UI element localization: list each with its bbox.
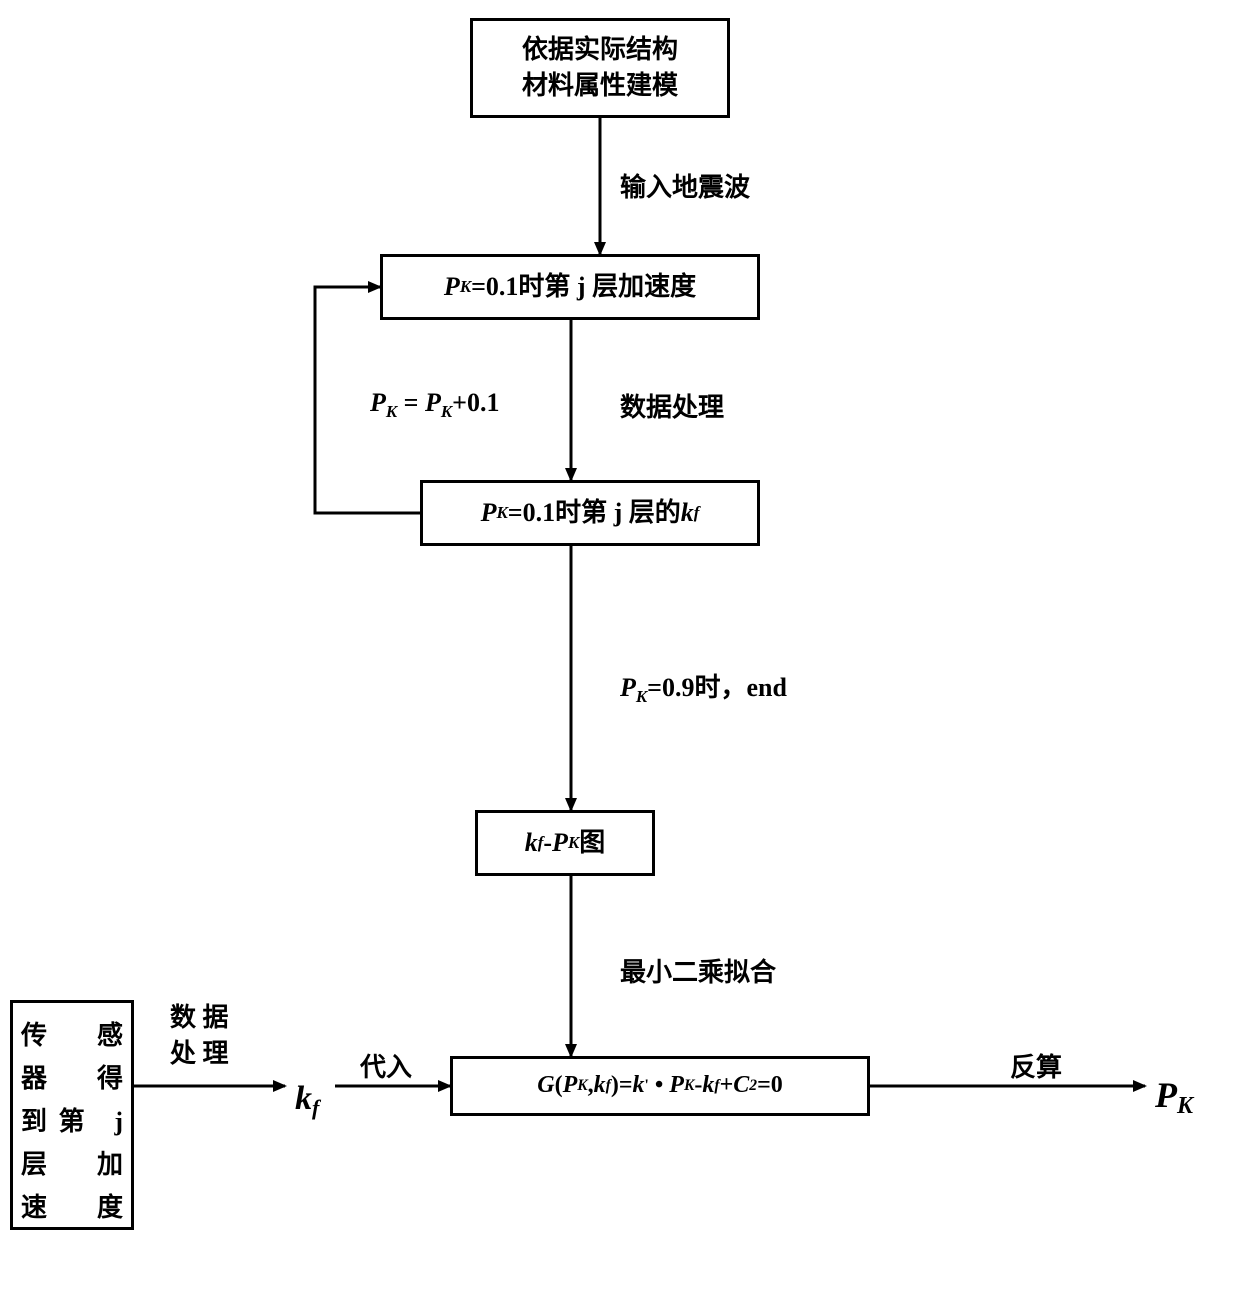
node-accel-layer-j: PK=0.1时第 j 层加速度 bbox=[380, 254, 760, 320]
label-data-proc-1: 数据处理 bbox=[620, 390, 724, 426]
node-kf-layer-j: PK=0.1时第 j 层的kf bbox=[420, 480, 760, 546]
label-back-calc: 反算 bbox=[1010, 1050, 1062, 1086]
label-data-proc-2: 数 据 处 理 bbox=[170, 1000, 229, 1073]
node-kf-pk-plot: kf - PK图 bbox=[475, 810, 655, 876]
node-model: 依据实际结构材料属性建模 bbox=[470, 18, 730, 118]
label-seismic-input: 输入地震波 bbox=[620, 170, 750, 206]
label-pk-end: PK=0.9时，end bbox=[620, 670, 787, 709]
symbol-pk: PK bbox=[1155, 1070, 1193, 1124]
label-least-squares: 最小二乘拟合 bbox=[620, 955, 776, 991]
label-pk-increment: PK = PK+0.1 bbox=[370, 385, 500, 424]
label-substitute: 代入 bbox=[360, 1050, 412, 1086]
symbol-kf: kf bbox=[295, 1075, 319, 1124]
node-sensor: 传 感器 得到第 j层 加速度 bbox=[10, 1000, 134, 1230]
node-g-function: G(PK,kf)=k' • PK-kf+C2=0 bbox=[450, 1056, 870, 1116]
